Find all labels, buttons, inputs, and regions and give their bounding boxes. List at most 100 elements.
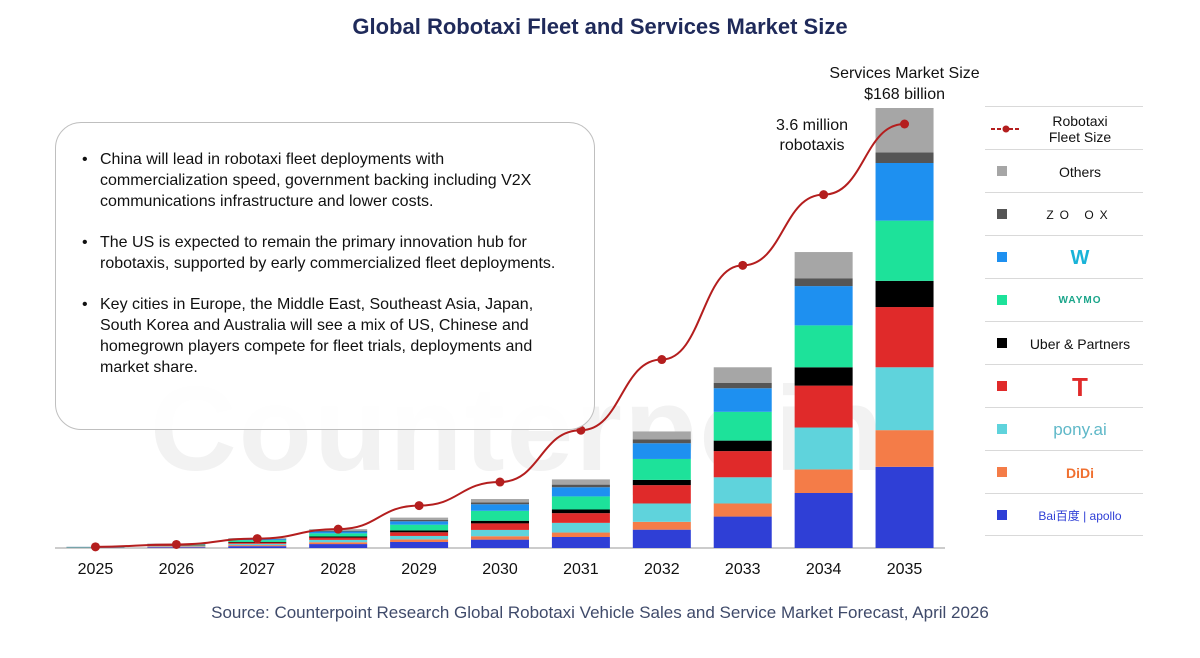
bar-2031-didi <box>551 532 610 537</box>
legend-uber: Uber & Partners <box>985 321 1143 364</box>
bar-2030-zoox <box>471 502 529 505</box>
bar-2034-waymo <box>794 325 853 368</box>
x-tick-label: 2031 <box>563 561 599 578</box>
x-tick-label: 2032 <box>644 561 680 578</box>
bar-2027-baidu-apollo <box>228 546 287 548</box>
legend-didi: DiDi <box>985 450 1143 493</box>
bar-2028-waymo <box>309 533 368 537</box>
bar-2031-baidu-apollo <box>551 537 610 548</box>
bar-2034-others <box>794 252 853 279</box>
note-item-2: The US is expected to remain the primary… <box>82 232 568 274</box>
legend-fleet-label: Robotaxi Fleet Size <box>1048 112 1112 145</box>
bar-2028-pony-ai <box>309 539 368 543</box>
market-size-label: Services Market Size <box>829 65 979 82</box>
bar-2027-tesla <box>228 542 287 544</box>
bar-2035-zoox <box>875 152 934 163</box>
didi-swatch <box>997 467 1007 477</box>
bar-2031-pony-ai <box>551 522 610 533</box>
x-tick-label: 2030 <box>482 561 518 578</box>
legend-baidu: Bai百度 | apollo <box>985 493 1143 536</box>
note-item-3: Key cities in Europe, the Middle East, S… <box>82 294 568 378</box>
legend-pony: pony.ai <box>985 407 1143 450</box>
bar-2029-tesla <box>390 532 449 536</box>
bar-2031-others <box>551 479 610 485</box>
bar-2035-pony-ai <box>875 367 934 431</box>
bar-2032-uber-partners <box>632 479 691 486</box>
bar-2034-zoox <box>794 278 853 287</box>
bar-2034-tesla <box>794 385 853 428</box>
tesla-swatch <box>997 381 1007 391</box>
bar-2027-pony-ai <box>228 543 287 546</box>
bar-2028-baidu-apollo <box>309 544 368 548</box>
legend-fleet: Robotaxi Fleet Size <box>985 106 1143 149</box>
bar-2029-waymo <box>390 524 449 531</box>
bar-2031-tesla <box>551 513 610 523</box>
legend-tesla: T <box>985 364 1143 407</box>
bar-2029-uber-partners <box>390 530 449 533</box>
bar-2035-waymo <box>875 220 934 281</box>
legend-others-label: Others <box>1058 163 1101 180</box>
bar-2033-didi <box>713 503 772 517</box>
bar-2031-zoox <box>551 484 610 488</box>
waymo-logo: WAYMO <box>1058 294 1102 306</box>
bar-2028-tesla <box>309 537 368 540</box>
bar-2028-uber-partners <box>309 536 368 538</box>
fleet-line-icon <box>991 125 1021 133</box>
bar-2034-didi <box>794 469 853 493</box>
fleet-point-2025 <box>90 542 100 552</box>
bar-2033-weride <box>713 388 772 412</box>
x-tick-label: 2026 <box>159 561 195 578</box>
bar-2030-tesla <box>471 523 529 530</box>
bar-2029-didi <box>390 539 449 542</box>
bar-2029-baidu-apollo <box>390 541 449 548</box>
fleet-point-2028 <box>333 524 343 534</box>
notes-list: China will lead in robotaxi fleet deploy… <box>78 149 568 378</box>
bar-2032-baidu-apollo <box>632 529 691 548</box>
bar-2035-didi <box>875 430 934 467</box>
fleet-point-2035 <box>900 119 910 129</box>
bar-2035-others <box>875 108 934 153</box>
bar-2034-weride <box>794 286 853 326</box>
uber-logo: Uber & Partners <box>1029 335 1131 352</box>
others-swatch <box>997 166 1007 176</box>
baidu-logo: Bai百度 | apollo <box>1038 508 1122 523</box>
legend-zoox: ZO OX <box>985 192 1143 235</box>
bar-2029-pony-ai <box>390 535 449 540</box>
bar-2029-others <box>390 517 449 520</box>
bar-2030-weride <box>471 504 529 511</box>
bar-2032-waymo <box>632 458 691 480</box>
bar-2032-pony-ai <box>632 503 691 522</box>
bar-2035-baidu-apollo <box>875 466 934 548</box>
bar-2033-zoox <box>713 383 772 389</box>
weride-logo: W <box>1070 246 1090 269</box>
bar-2030-baidu-apollo <box>471 539 529 548</box>
fleet-point-2027 <box>252 534 262 544</box>
chart-title: Global Robotaxi Fleet and Services Marke… <box>352 14 848 39</box>
legend-waymo: WAYMO <box>985 278 1143 321</box>
bar-2030-uber-partners <box>471 520 529 524</box>
bar-2030-pony-ai <box>471 529 529 537</box>
x-tick-label: 2035 <box>887 561 923 578</box>
fleet-annotation-line1: 3.6 million <box>776 117 848 134</box>
fleet-point-2030 <box>495 477 505 487</box>
didi-logo: DiDi <box>1066 464 1094 481</box>
source-note: Source: Counterpoint Research Global Rob… <box>211 603 989 622</box>
bar-2035-weride <box>875 163 934 221</box>
bar-2033-baidu-apollo <box>713 516 772 548</box>
pony-swatch <box>997 424 1007 434</box>
note-item-1: China will lead in robotaxi fleet deploy… <box>82 149 568 212</box>
x-tick-label: 2027 <box>239 561 275 578</box>
bar-2033-waymo <box>713 411 772 441</box>
bar-2035-tesla <box>875 307 934 368</box>
pony-logo: pony.ai <box>1053 419 1107 439</box>
bar-2034-uber-partners <box>794 367 853 386</box>
bar-2030-waymo <box>471 510 529 521</box>
market-size-value: $168 billion <box>864 86 945 103</box>
legend: Robotaxi Fleet Size Others ZO OX W WAYMO… <box>985 106 1143 536</box>
waymo-swatch <box>997 295 1007 305</box>
bar-2033-pony-ai <box>713 477 772 504</box>
bar-2029-zoox <box>390 519 449 522</box>
bar-2030-others <box>471 499 529 503</box>
bar-2034-pony-ai <box>794 427 853 470</box>
